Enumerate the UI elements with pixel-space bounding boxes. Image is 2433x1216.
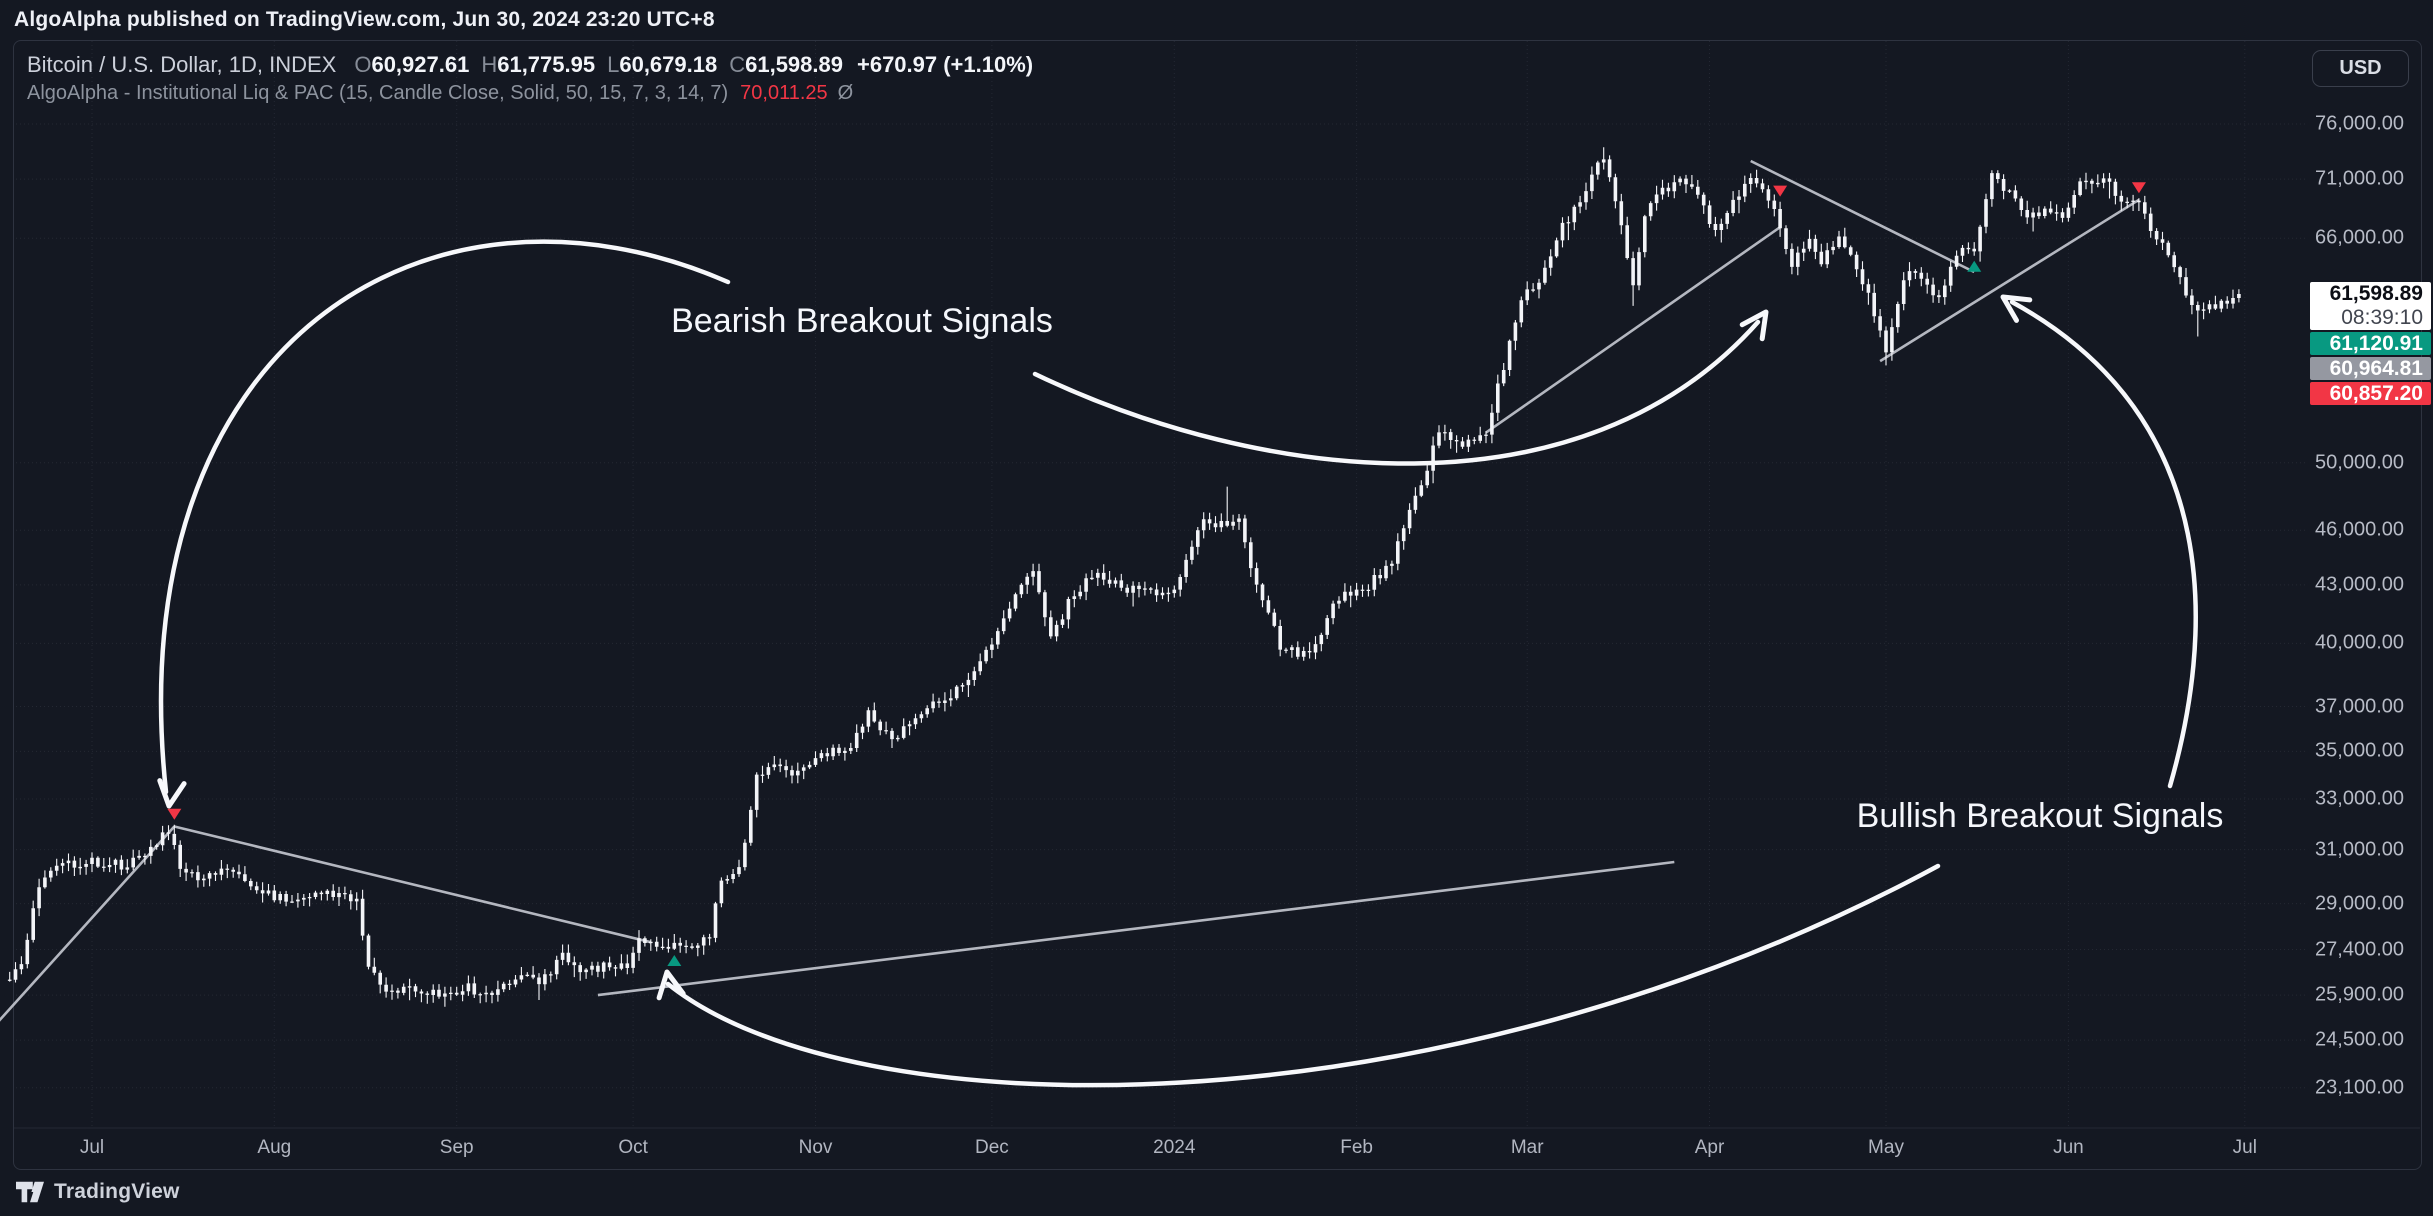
time-tick-label: Oct bbox=[618, 1137, 648, 1158]
open-value: 60,927.61 bbox=[371, 51, 470, 77]
close-label: C bbox=[729, 51, 746, 77]
price-tick-label: 33,000.00 bbox=[2315, 787, 2404, 810]
symbol-legend-row: Bitcoin / U.S. Dollar, 1D, INDEX O 60,92… bbox=[27, 50, 1033, 79]
close-value: 61,598.89 bbox=[745, 51, 843, 77]
price-tick-label: 43,000.00 bbox=[2315, 573, 2404, 596]
trendline-3[interactable] bbox=[1485, 226, 1781, 434]
bullish-signal-marker[interactable] bbox=[667, 954, 682, 966]
open-label: O bbox=[354, 51, 372, 77]
currency-toggle-button[interactable]: USD bbox=[2312, 50, 2409, 87]
bullish-arrow-left bbox=[665, 863, 1941, 1088]
time-tick-label: Mar bbox=[1510, 1137, 1544, 1158]
time-tick-label: Aug bbox=[257, 1137, 292, 1158]
candle-wicks bbox=[9, 147, 2240, 1007]
indicator-legend-row: AlgoAlpha - Institutional Liq & PAC (15,… bbox=[27, 79, 1033, 108]
price-tick-label: 27,400.00 bbox=[2315, 938, 2404, 960]
bearish-arrow-right-head bbox=[1739, 309, 1769, 342]
price-tick-label: 46,000.00 bbox=[2315, 518, 2404, 541]
price-tick-label: 40,000.00 bbox=[2315, 631, 2404, 654]
bearish-signal-marker[interactable] bbox=[1773, 185, 1788, 197]
symbol-title[interactable]: Bitcoin / U.S. Dollar, 1D, INDEX bbox=[27, 51, 337, 77]
price-tick-label: 37,000.00 bbox=[2315, 695, 2404, 717]
publish-info: AlgoAlpha published on TradingView.com, … bbox=[14, 8, 715, 31]
bearish-arrow-right bbox=[1032, 319, 1761, 466]
change-value: +670.97 (+1.10%) bbox=[856, 51, 1034, 77]
price-tick-label: 23,100.00 bbox=[2315, 1076, 2404, 1099]
trendline-1[interactable] bbox=[173, 825, 652, 944]
price-tick-label: 25,900.00 bbox=[2315, 983, 2404, 1006]
indicator-level-box-mid: 60,964.81 bbox=[2310, 357, 2431, 380]
price-tick-label: 66,000.00 bbox=[2315, 226, 2404, 249]
time-tick-label: Jun bbox=[2053, 1137, 2084, 1158]
trendline-5[interactable] bbox=[1879, 198, 2140, 363]
time-tick-label: 2024 bbox=[1153, 1137, 1196, 1158]
annotation-bearish: Bearish Breakout Signals bbox=[671, 302, 1053, 340]
time-tick-label: Dec bbox=[974, 1137, 1009, 1158]
bullish-arrow-right bbox=[2009, 299, 2198, 789]
price-tick-label: 31,000.00 bbox=[2315, 838, 2404, 861]
candle-bodies bbox=[7, 159, 2241, 997]
tradingview-logo-icon[interactable] bbox=[15, 1178, 45, 1206]
grid-lines bbox=[16, 41, 2307, 1128]
bullish-arrow-right-head bbox=[2000, 294, 2033, 323]
trendline-4[interactable] bbox=[1750, 159, 1975, 274]
low-label: L bbox=[607, 51, 620, 77]
low-value: 60,679.18 bbox=[619, 51, 718, 77]
trendline-2[interactable] bbox=[597, 860, 1675, 997]
trendline-0[interactable] bbox=[0, 825, 176, 1029]
bullish-signal-marker[interactable] bbox=[1967, 260, 1982, 272]
price-tick-label: 76,000.00 bbox=[2315, 112, 2404, 135]
last-price-countdown-box: 61,598.89 08:39:10 bbox=[2310, 282, 2431, 330]
price-tick-label: 29,000.00 bbox=[2315, 892, 2404, 915]
indicator-level-box-upper: 61,120.91 bbox=[2310, 332, 2431, 355]
time-tick-label: Feb bbox=[1340, 1137, 1373, 1158]
bearish-arrow-left-head bbox=[157, 778, 187, 809]
chart-widget-border bbox=[13, 40, 2422, 1170]
tradingview-brand[interactable]: TradingView bbox=[54, 1180, 180, 1203]
time-tick-label: Sep bbox=[439, 1137, 474, 1158]
indicator-value: 70,011.25 bbox=[740, 82, 828, 104]
time-tick-label: Nov bbox=[798, 1137, 833, 1158]
bearish-signal-marker[interactable] bbox=[167, 808, 182, 820]
bearish-arrow-left bbox=[158, 239, 731, 795]
time-tick-label: May bbox=[1868, 1137, 1904, 1158]
time-tick-label: Apr bbox=[1694, 1137, 1725, 1158]
annotation-bullish: Bullish Breakout Signals bbox=[1856, 797, 2224, 835]
time-tick-label: Jul bbox=[79, 1137, 105, 1158]
footer-bar: TradingView bbox=[0, 1168, 2433, 1216]
price-tick-label: 50,000.00 bbox=[2315, 451, 2404, 474]
high-value: 61,775.95 bbox=[497, 51, 596, 77]
chart-legend: Bitcoin / U.S. Dollar, 1D, INDEX O 60,92… bbox=[27, 50, 1033, 108]
indicator-level-box-lower: 60,857.20 bbox=[2310, 382, 2431, 405]
indicator-title[interactable]: AlgoAlpha - Institutional Liq & PAC (15,… bbox=[27, 82, 729, 104]
high-label: H bbox=[481, 51, 498, 77]
price-tick-label: 24,500.00 bbox=[2315, 1028, 2404, 1051]
time-tick-label: Jul bbox=[2232, 1137, 2257, 1158]
bullish-arrow-left-head bbox=[656, 969, 686, 1001]
indicator-suffix-icon: Ø bbox=[837, 82, 854, 104]
bearish-signal-marker[interactable] bbox=[2131, 182, 2146, 194]
price-tick-label: 35,000.00 bbox=[2315, 739, 2404, 762]
price-tick-label: 71,000.00 bbox=[2315, 167, 2404, 190]
